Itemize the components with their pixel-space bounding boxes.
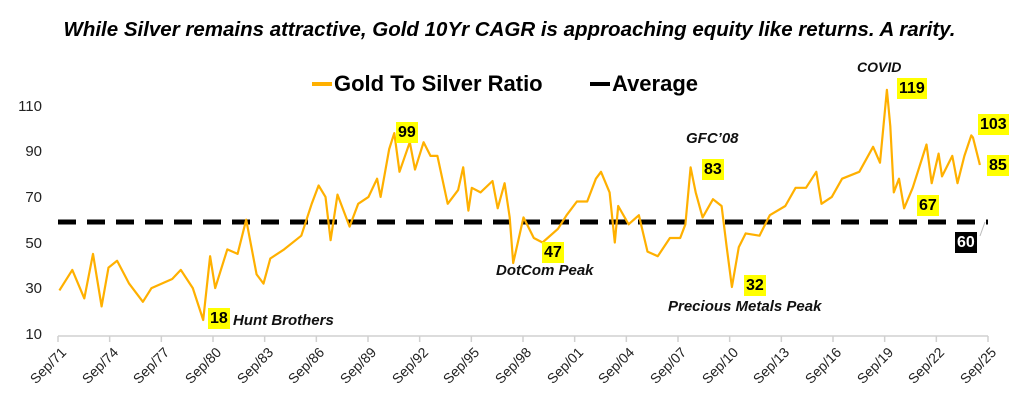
legend-ratio: Gold To Silver Ratio xyxy=(312,71,543,97)
legend-average: Average xyxy=(590,71,698,97)
label-gfc-text: GFC’08 xyxy=(686,130,739,147)
avg-label-leader xyxy=(979,221,986,237)
chart-title: While Silver remains attractive, Gold 10… xyxy=(63,18,956,41)
gold-silver-ratio-line xyxy=(58,88,981,322)
y-tick-label: 110 xyxy=(18,98,42,115)
legend-ratio-label: Gold To Silver Ratio xyxy=(334,71,543,96)
label-latest: 85 xyxy=(987,155,1009,176)
label-pm-text: Precious Metals Peak xyxy=(668,298,822,315)
label-dotcom-text: DotCom Peak xyxy=(496,262,594,279)
label-2024-peak: 103 xyxy=(978,114,1009,135)
x-tick-marks xyxy=(57,336,989,342)
label-1991-peak: 99 xyxy=(396,122,418,143)
label-hunt-text: Hunt Brothers xyxy=(233,312,334,329)
y-tick-label: 90 xyxy=(25,143,42,160)
label-gfc-value: 83 xyxy=(702,159,724,180)
label-pm-value: 32 xyxy=(744,275,766,296)
label-hunt-value: 18 xyxy=(208,308,230,329)
label-2021-low: 67 xyxy=(917,195,939,216)
y-tick-label: 10 xyxy=(25,326,42,343)
label-average-value: 60 xyxy=(955,232,977,253)
y-tick-label: 50 xyxy=(25,235,42,252)
legend-average-label: Average xyxy=(612,71,699,96)
label-covid-text: COVID xyxy=(857,59,902,75)
label-dotcom-value: 47 xyxy=(542,242,564,263)
legend-average-swatch xyxy=(590,82,610,86)
y-tick-label: 30 xyxy=(25,280,42,297)
y-tick-label: 70 xyxy=(25,189,42,206)
label-covid-value: 119 xyxy=(897,78,927,99)
legend-ratio-swatch xyxy=(312,82,332,86)
